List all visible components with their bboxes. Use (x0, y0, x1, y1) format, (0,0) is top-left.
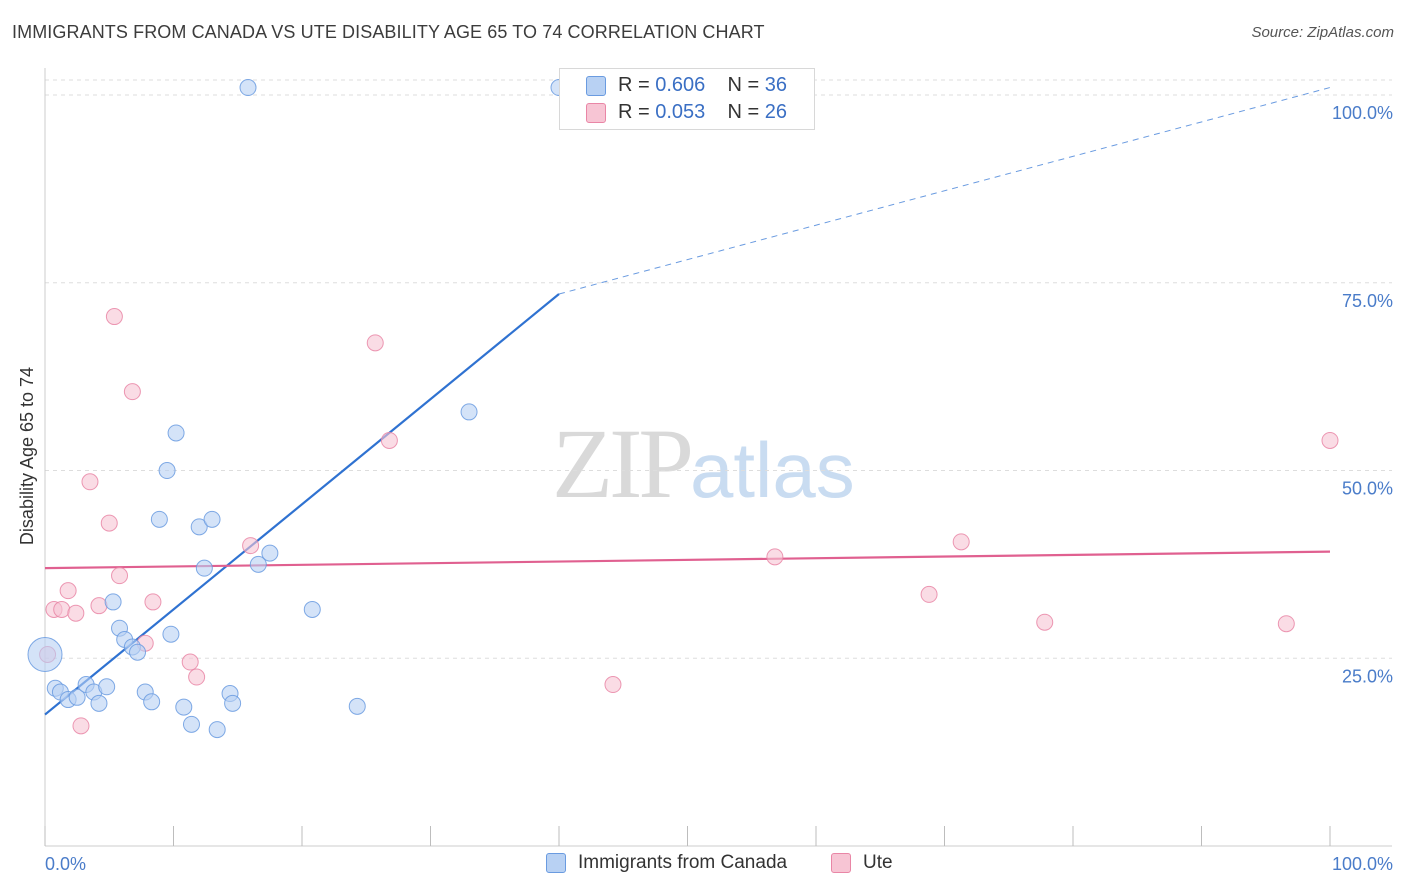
point-immigrants-canada (208, 721, 226, 739)
point-ute (53, 600, 71, 618)
point-immigrants-canada (224, 694, 242, 712)
bottom-legend-label: Ute (863, 852, 893, 873)
legend-n-value: 26 (764, 101, 788, 123)
axes (44, 68, 1392, 847)
legend-r-label: R = (618, 74, 650, 96)
point-ute (366, 334, 384, 352)
point-ute (67, 604, 85, 622)
data-points (27, 79, 1339, 739)
point-ute (81, 473, 99, 491)
point-ute (144, 593, 162, 611)
y-tick-label: 50.0% (1342, 479, 1393, 499)
point-ute (111, 567, 129, 585)
point-ute (105, 308, 123, 326)
point-immigrants-canada (203, 510, 221, 528)
point-ute (100, 514, 118, 532)
point-ute (380, 431, 398, 449)
legend-r-value: 0.606 (655, 74, 706, 96)
point-immigrants-canada (182, 715, 200, 733)
point-ute (1321, 431, 1339, 449)
point-immigrants-canada (150, 510, 168, 528)
point-immigrants-canada (90, 694, 108, 712)
point-immigrants-canada (239, 79, 257, 97)
source-credit: Source: ZipAtlas.com (1251, 24, 1394, 41)
y-tick-label: 25.0% (1342, 666, 1393, 686)
watermark: ZIPatlas (552, 406, 855, 521)
point-immigrants-canada (249, 555, 267, 573)
point-ute (181, 653, 199, 671)
bottom-legend-swatch-blue (546, 853, 566, 873)
point-ute (604, 676, 622, 694)
legend-r-value: 0.053 (655, 101, 706, 123)
point-ute (952, 533, 970, 551)
point-immigrants-canada (190, 518, 208, 536)
point-immigrants-canada (68, 688, 86, 706)
point-immigrants-canada (129, 643, 147, 661)
point-ute (242, 537, 260, 555)
point-ute (1036, 613, 1054, 631)
point-ute (1277, 615, 1295, 633)
watermark-atlas: atlas (690, 426, 855, 514)
legend-swatch-blue (586, 76, 606, 96)
point-immigrants-canada (162, 625, 180, 643)
point-immigrants-canada (175, 698, 193, 716)
legend-n-value: 36 (764, 74, 788, 96)
point-immigrants-canada (143, 693, 161, 711)
legend-swatch-pink (586, 103, 606, 123)
point-immigrants-canada (98, 678, 116, 696)
trend-lines (44, 87, 1331, 716)
point-immigrants-canada (261, 544, 279, 562)
y-tick-label: 100.0% (1332, 103, 1393, 123)
point-immigrants-canada (460, 403, 478, 421)
x-tick-label: 100.0% (1332, 854, 1393, 874)
point-ute (920, 585, 938, 603)
axis-labels: 25.0% 50.0% 75.0% 100.0% 0.0% 100.0% Disabilit… (17, 103, 1393, 874)
legend-n-label: N = (727, 74, 760, 96)
trend-line-canada-extension (558, 87, 1331, 295)
y-axis-label: Disability Age 65 to 74 (17, 367, 37, 545)
point-immigrants-canada (158, 462, 176, 480)
point-ute (72, 717, 90, 735)
chart-title: IMMIGRANTS FROM CANADA VS UTE DISABILITY… (12, 22, 765, 42)
point-ute (766, 548, 784, 566)
point-immigrants-canada (27, 637, 63, 672)
bottom-legend-swatch-pink (831, 853, 851, 873)
bottom-legend-label: Immigrants from Canada (578, 852, 788, 873)
watermark-zip: ZIP (552, 408, 694, 519)
point-ute (188, 668, 206, 686)
trend-line-canada (44, 293, 560, 716)
trend-line-ute (44, 550, 1331, 570)
correlation-legend: R = 0.606 N = 36 R = 0.053 N = 26 (559, 68, 815, 130)
legend-n-label: N = (727, 101, 760, 123)
point-immigrants-canada (348, 697, 366, 715)
point-ute (90, 597, 108, 615)
point-ute (59, 582, 77, 600)
point-immigrants-canada (195, 559, 213, 577)
point-immigrants-canada (167, 424, 185, 442)
legend-r-label: R = (618, 101, 650, 123)
grid-lines (45, 79, 1392, 659)
x-tick-label: 0.0% (45, 854, 86, 874)
point-ute (123, 383, 141, 401)
point-immigrants-canada (303, 600, 321, 618)
y-tick-label: 75.0% (1342, 291, 1393, 311)
point-immigrants-canada (104, 593, 122, 611)
